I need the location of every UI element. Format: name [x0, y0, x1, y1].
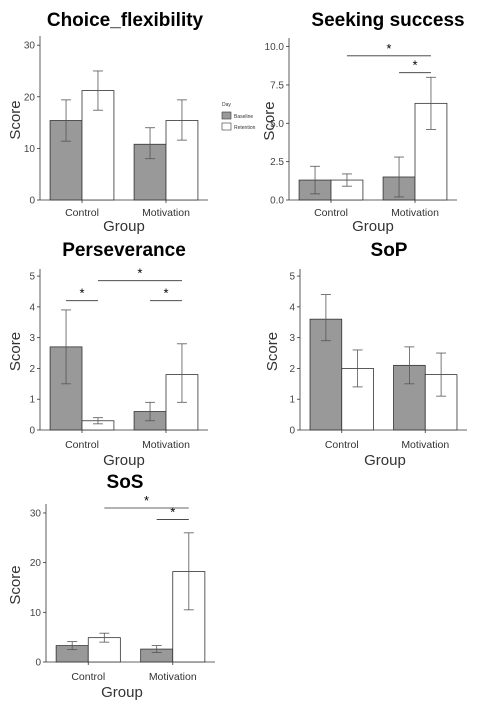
y-tick-label: 4 [289, 302, 295, 313]
x-axis-title: Group [101, 684, 143, 701]
category-label: Control [65, 439, 99, 451]
y-tick-label: 2 [289, 364, 295, 375]
y-tick-label: 0 [289, 426, 295, 437]
y-tick-label: 0 [35, 658, 41, 669]
y-tick-label: 30 [24, 41, 36, 52]
significance-star: * [137, 266, 142, 281]
chart-panel: Perseverance 0 1 2 3 4 5 Score Control Motivation… [7, 240, 208, 469]
y-tick-label: 5 [289, 272, 295, 283]
significance-star: * [386, 41, 391, 56]
y-tick-label: 2.5 [270, 157, 284, 168]
legend-swatch-baseline [221, 111, 232, 120]
x-axis-title: Group [103, 218, 145, 235]
significance-star: * [79, 286, 84, 301]
y-tick-label: 20 [30, 558, 42, 569]
chart-panel: Seeking success 0.0 2.5 5.0 7.5 10.0 Score Cont… [261, 10, 465, 235]
chart-title: Choice_flexibility [47, 10, 204, 31]
y-axis-title: Score [261, 101, 278, 140]
y-tick-label: 30 [30, 508, 42, 519]
x-axis-title: Group [352, 218, 394, 235]
x-axis-title: Group [364, 452, 406, 469]
significance-star: * [163, 286, 168, 301]
y-tick-label: 2 [29, 364, 35, 375]
legend-label-retention: Retention [234, 125, 256, 131]
y-axis-title: Score [7, 565, 24, 604]
y-tick-label: 1 [289, 395, 295, 406]
category-label: Control [325, 439, 359, 451]
category-label: Control [314, 207, 348, 219]
category-label: Control [71, 671, 105, 683]
chart-panel: SoS 0 10 20 30 Score Control Motivation Group * * [7, 472, 215, 701]
y-tick-label: 20 [24, 92, 36, 103]
y-tick-label: 0 [29, 426, 35, 437]
significance-star: * [144, 493, 149, 508]
y-tick-label: 5.0 [270, 119, 284, 130]
y-tick-label: 10 [30, 608, 42, 619]
category-label: Motivation [149, 671, 197, 683]
category-label: Motivation [391, 207, 439, 219]
legend-title: Day [222, 102, 231, 108]
legend-label-baseline: Baseline [234, 114, 253, 120]
y-tick-label: 10.0 [265, 42, 285, 53]
y-tick-label: 0.0 [270, 196, 284, 207]
y-tick-label: 5 [29, 272, 35, 283]
category-label: Control [65, 207, 99, 219]
y-axis-title: Score [264, 332, 281, 371]
legend: Day Baseline Retention [221, 102, 256, 131]
significance-star: * [412, 58, 417, 73]
y-tick-label: 7.5 [270, 80, 284, 91]
x-axis-title: Group [103, 452, 145, 469]
y-axis-title: Score [7, 332, 24, 371]
y-tick-label: 3 [289, 333, 295, 344]
category-label: Motivation [401, 439, 449, 451]
y-tick-label: 10 [24, 144, 36, 155]
category-label: Motivation [142, 207, 190, 219]
chart-panel: Choice_flexibility 0 10 20 30 Score Control Mot… [7, 10, 208, 235]
chart-title: Perseverance [62, 240, 186, 261]
chart-title: SoP [371, 240, 408, 261]
category-label: Motivation [142, 439, 190, 451]
chart-title: Seeking success [311, 10, 464, 31]
y-tick-label: 1 [29, 395, 35, 406]
chart-title: SoS [107, 472, 144, 493]
y-axis-title: Score [7, 100, 24, 139]
significance-star: * [170, 504, 175, 519]
y-tick-label: 4 [29, 302, 35, 313]
legend-swatch-retention [221, 122, 232, 131]
y-tick-label: 0 [29, 196, 35, 207]
y-tick-label: 3 [29, 333, 35, 344]
